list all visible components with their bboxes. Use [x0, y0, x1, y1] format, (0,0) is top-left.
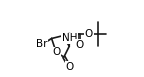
- Text: NH: NH: [61, 33, 77, 44]
- Text: O: O: [65, 62, 73, 72]
- Text: O: O: [85, 29, 93, 39]
- Text: O: O: [75, 40, 83, 50]
- Text: Br: Br: [36, 39, 48, 49]
- Polygon shape: [68, 33, 70, 46]
- Text: O: O: [52, 47, 60, 57]
